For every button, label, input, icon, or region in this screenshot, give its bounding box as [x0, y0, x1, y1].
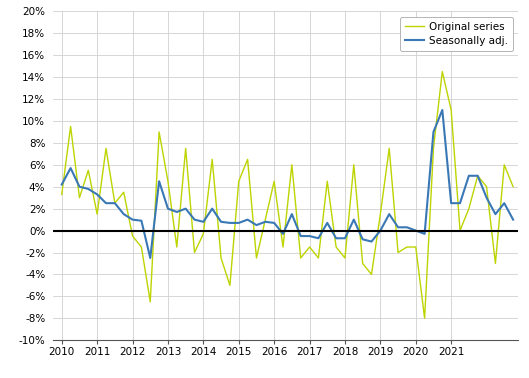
Seasonally adj.: [59, 182, 65, 187]
Original series: [351, 163, 357, 167]
Original series: [297, 256, 304, 260]
Seasonally adj.: [227, 221, 233, 225]
Original series: [422, 316, 428, 321]
Seasonally adj.: [147, 256, 153, 260]
Seasonally adj.: [94, 192, 101, 197]
Seasonally adj.: [342, 236, 348, 240]
Seasonally adj.: [306, 234, 313, 239]
Original series: [333, 245, 339, 249]
Seasonally adj.: [439, 108, 445, 112]
Original series: [439, 70, 445, 74]
Original series: [94, 212, 101, 217]
Seasonally adj.: [510, 217, 516, 222]
Original series: [59, 192, 65, 197]
Line: Seasonally adj.: Seasonally adj.: [62, 110, 513, 258]
Original series: [218, 256, 224, 260]
Seasonally adj.: [360, 237, 366, 242]
Original series: [271, 179, 277, 184]
Legend: Original series, Seasonally adj.: Original series, Seasonally adj.: [400, 17, 513, 51]
Line: Original series: Original series: [62, 72, 513, 318]
Seasonally adj.: [280, 232, 286, 236]
Original series: [510, 184, 516, 189]
